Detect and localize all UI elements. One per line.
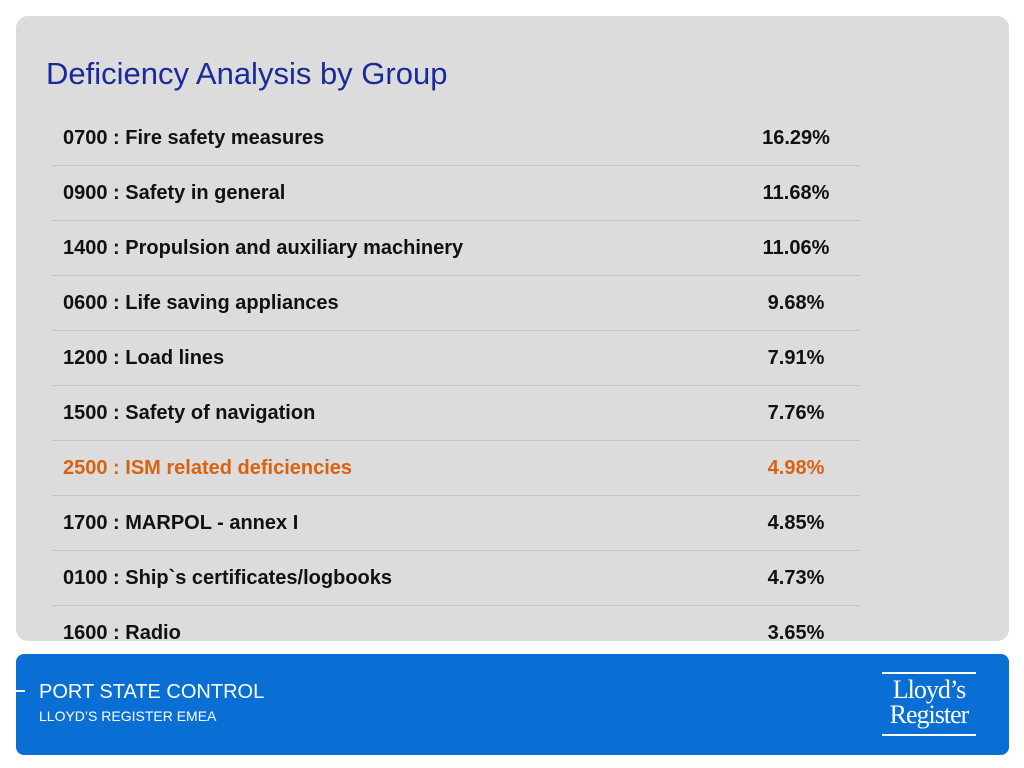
row-value: 7.76% [767,402,825,424]
table-row: 0700 : Fire safety measures 16.29% [52,111,860,166]
lloyds-register-logo: Lloyd’s Register [882,672,976,736]
row-label: 0600 : Life saving appliances [63,292,339,314]
row-label: 1400 : Propulsion and auxiliary machiner… [63,237,464,259]
logo-rule-top [882,672,976,674]
logo-rule-bottom [882,734,976,736]
table-row: 0100 : Ship`s certificates/logbooks 4.73… [52,551,860,606]
row-label: 2500 : ISM related deficiencies [63,457,353,479]
footer-title: PORT STATE CONTROL [39,681,265,703]
row-value: 9.68% [767,292,825,314]
row-label: 0100 : Ship`s certificates/logbooks [63,567,392,589]
deficiency-table: 0700 : Fire safety measures 16.29% 0900 … [52,111,860,641]
row-label: 0700 : Fire safety measures [63,127,325,149]
table-row: 1400 : Propulsion and auxiliary machiner… [52,221,860,276]
row-value: 11.06% [762,237,830,259]
table-row: 1600 : Radio 3.65% [52,606,860,641]
row-label: 1700 : MARPOL - annex I [63,512,299,534]
table-row: 1200 : Load lines 7.91% [52,331,860,386]
row-value: 4.98% [767,457,825,479]
footer-subtitle: LLOYD’S REGISTER EMEA [39,708,217,724]
table-row: 1700 : MARPOL - annex I 4.85% [52,496,860,551]
logo-text-line1: Lloyd’s [892,675,966,704]
row-label: 1200 : Load lines [63,347,225,369]
slide-title: Deficiency Analysis by Group [46,56,448,91]
row-label: 0900 : Safety in general [63,182,286,204]
row-value: 4.73% [767,567,825,589]
row-value: 3.65% [767,622,825,641]
content-panel: Deficiency Analysis by Group 0700 : Fire… [16,16,1009,641]
table-row: 0900 : Safety in general 11.68% [52,166,860,221]
table-row: 1500 : Safety of navigation 7.76% [52,386,860,441]
row-value: 7.91% [767,347,825,369]
footer-bar: PORT STATE CONTROL LLOYD’S REGISTER EMEA… [16,654,1009,755]
row-value: 11.68% [762,182,830,204]
footer-dash [16,690,25,692]
row-value: 4.85% [767,512,825,534]
table-row: 0600 : Life saving appliances 9.68% [52,276,860,331]
row-label: 1600 : Radio [63,622,181,641]
row-label: 1500 : Safety of navigation [63,402,316,424]
logo-text-line2: Register [889,700,970,729]
table-row-highlighted: 2500 : ISM related deficiencies 4.98% [52,441,860,496]
row-value: 16.29% [762,127,830,149]
